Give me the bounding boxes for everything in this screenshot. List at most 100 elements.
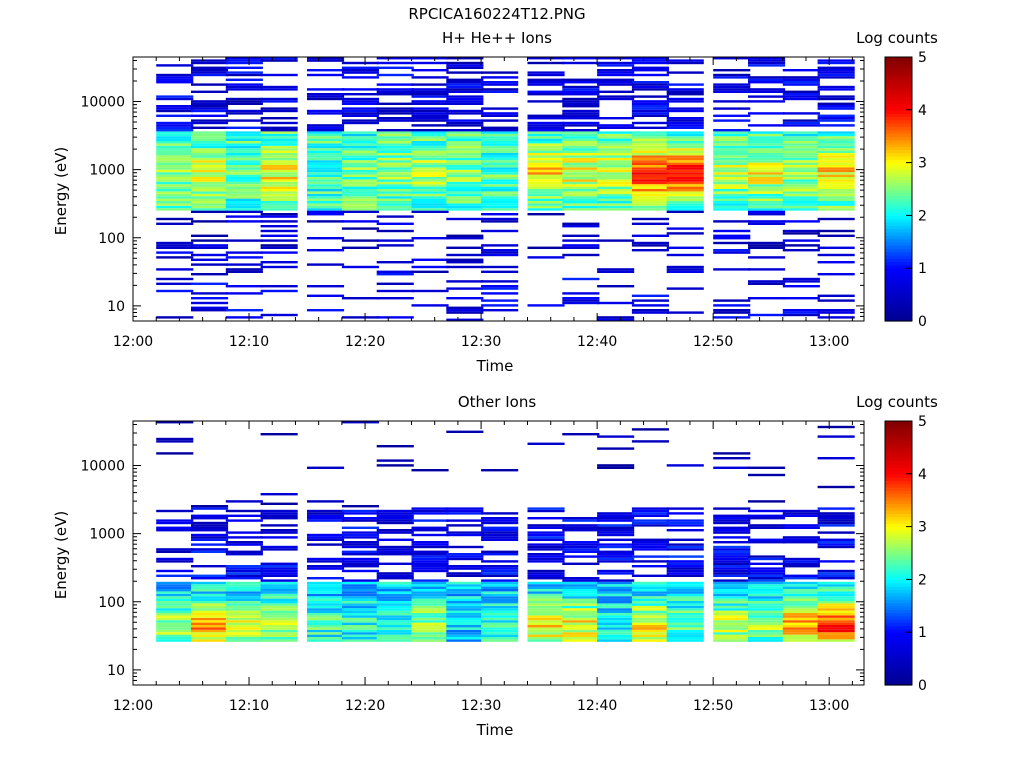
colorbar-segment — [885, 516, 912, 521]
heatmap-cell — [666, 208, 704, 211]
heatmap-cell — [411, 512, 449, 515]
heatmap-cell — [411, 625, 449, 628]
heatmap-cell — [225, 270, 263, 273]
heatmap-cell — [527, 538, 565, 541]
heatmap-cell — [446, 165, 484, 168]
colorbar-segment — [885, 559, 912, 564]
heatmap-cell — [307, 141, 345, 144]
heatmap-cell — [156, 601, 194, 604]
heatmap-cell — [666, 613, 704, 616]
heatmap-cell — [666, 586, 704, 589]
heatmap-cell — [817, 601, 855, 604]
heatmap-cell — [713, 603, 751, 606]
heatmap-cell — [666, 543, 704, 546]
heatmap-cell — [191, 292, 229, 295]
heatmap-cell — [597, 579, 635, 582]
heatmap-cell — [817, 519, 855, 522]
colorbar-segment — [885, 258, 912, 263]
heatmap-cell — [225, 215, 263, 218]
heatmap-cell — [527, 78, 565, 81]
heatmap-cell — [748, 186, 786, 189]
heatmap-cell — [260, 613, 298, 616]
heatmap-cell — [713, 179, 751, 182]
heatmap-cell — [597, 560, 635, 563]
heatmap-cell — [631, 57, 669, 60]
heatmap-cell — [376, 138, 414, 141]
heatmap-cell — [191, 109, 229, 113]
heatmap-cell — [817, 157, 855, 161]
colorbar-segment — [885, 529, 912, 534]
heatmap-cell — [631, 538, 669, 541]
heatmap-cell — [631, 581, 669, 585]
heatmap-cell — [817, 603, 855, 606]
heatmap-cell — [562, 591, 600, 594]
colorbar-segment — [885, 231, 912, 236]
heatmap-cell — [817, 184, 855, 187]
heatmap-cell — [562, 124, 600, 127]
heatmap-cell — [666, 569, 704, 573]
heatmap-cell — [666, 311, 704, 314]
heatmap-cell — [817, 217, 855, 221]
heatmap-cell — [631, 184, 669, 187]
heatmap-cell — [446, 167, 484, 170]
heatmap-cell — [666, 189, 704, 192]
heatmap-cell — [260, 615, 298, 618]
heatmap-cell — [481, 184, 519, 187]
colorbar-segment — [885, 615, 912, 620]
heatmap-cell — [481, 186, 519, 189]
heatmap-cell — [260, 265, 298, 269]
colorbar-segment — [885, 427, 912, 432]
heatmap-cell — [597, 162, 635, 165]
heatmap-cell — [481, 574, 519, 577]
heatmap-cell — [666, 198, 704, 201]
heatmap-cell — [748, 632, 786, 635]
heatmap-cell — [481, 141, 519, 144]
heatmap-cell — [225, 268, 263, 271]
heatmap-cell — [156, 124, 194, 127]
heatmap-cell — [748, 593, 786, 597]
heatmap-cell — [481, 469, 519, 472]
heatmap-cell — [376, 538, 414, 541]
heatmap-cell — [631, 304, 669, 307]
heatmap-cell — [562, 277, 600, 281]
heatmap-cell — [527, 181, 565, 185]
heatmap-cell — [782, 208, 820, 211]
heatmap-cell — [156, 574, 194, 577]
heatmap-cell — [307, 567, 345, 570]
colorbar-segment — [885, 304, 912, 309]
heatmap-cell — [713, 129, 751, 132]
heatmap-cell — [191, 184, 229, 187]
heatmap-cell — [597, 545, 635, 549]
heatmap-cell — [307, 596, 345, 599]
colorbar-segment — [885, 566, 912, 571]
heatmap-cell — [782, 610, 820, 613]
heatmap-cell — [156, 632, 194, 635]
heatmap-cell — [191, 603, 229, 606]
colorbar-segment — [885, 553, 912, 557]
heatmap-cell — [341, 148, 379, 151]
heatmap-cell — [260, 213, 298, 216]
heatmap-cell — [666, 608, 704, 611]
heatmap-cell — [191, 186, 229, 189]
heatmap-cell — [527, 610, 565, 613]
heatmap-cell — [156, 114, 194, 117]
heatmap-cell — [481, 591, 519, 594]
heatmap-cell — [666, 567, 704, 570]
heatmap-cell — [225, 572, 263, 575]
heatmap-cell — [156, 526, 194, 529]
heatmap-cell — [562, 615, 600, 618]
heatmap-cell — [341, 157, 379, 161]
heatmap-cell — [191, 521, 229, 525]
heatmap-cell — [446, 545, 484, 549]
heatmap-cell — [225, 136, 263, 139]
heatmap-cell — [481, 304, 519, 307]
heatmap-cell — [748, 577, 786, 580]
heatmap-cell — [307, 97, 345, 101]
heatmap-cell — [713, 83, 751, 86]
heatmap-cell — [562, 153, 600, 156]
heatmap-cell — [481, 632, 519, 635]
heatmap-cell — [481, 569, 519, 573]
heatmap-cell — [260, 261, 298, 264]
heatmap-cell — [341, 316, 379, 319]
heatmap-cell — [341, 196, 379, 199]
